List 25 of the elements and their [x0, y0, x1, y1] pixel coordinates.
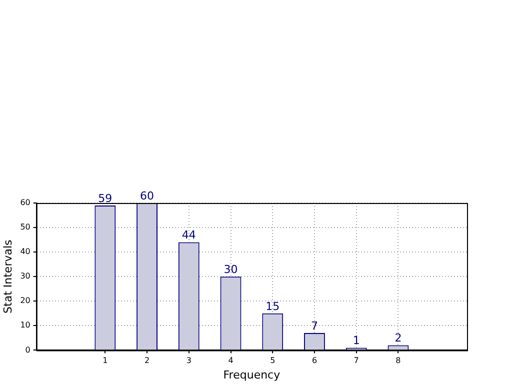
- x-tick-label: 4: [228, 356, 234, 366]
- data-label: 2: [394, 332, 402, 345]
- y-tick-label: 30: [20, 272, 30, 281]
- data-label: 60: [140, 189, 154, 202]
- x-tick-label: 8: [396, 356, 401, 366]
- y-tick-label: 20: [20, 296, 30, 306]
- data-label: 44: [182, 228, 196, 242]
- x-tick-label: 1: [102, 356, 108, 366]
- y-tick-label: 0: [25, 345, 30, 354]
- x-tick-label: 7: [354, 356, 359, 366]
- data-label: 15: [266, 300, 280, 313]
- x-tick-label: 6: [312, 356, 318, 366]
- y-tick-label: 50: [20, 222, 30, 232]
- x-tick-label: 3: [186, 356, 192, 366]
- y-tick-label: 10: [20, 320, 30, 330]
- x-axis-title: Frequency: [223, 368, 281, 382]
- x-tick-label: 2: [144, 356, 150, 366]
- data-label: 1: [352, 334, 360, 348]
- y-tick-label: 40: [20, 247, 30, 256]
- data-label: 59: [98, 192, 112, 205]
- x-tick-label: 5: [270, 356, 276, 366]
- y-axis-title: Stat Intervals: [1, 239, 14, 314]
- data-label: 30: [224, 262, 238, 276]
- data-label: 7: [310, 319, 318, 332]
- y-tick-label: 60: [20, 198, 30, 208]
